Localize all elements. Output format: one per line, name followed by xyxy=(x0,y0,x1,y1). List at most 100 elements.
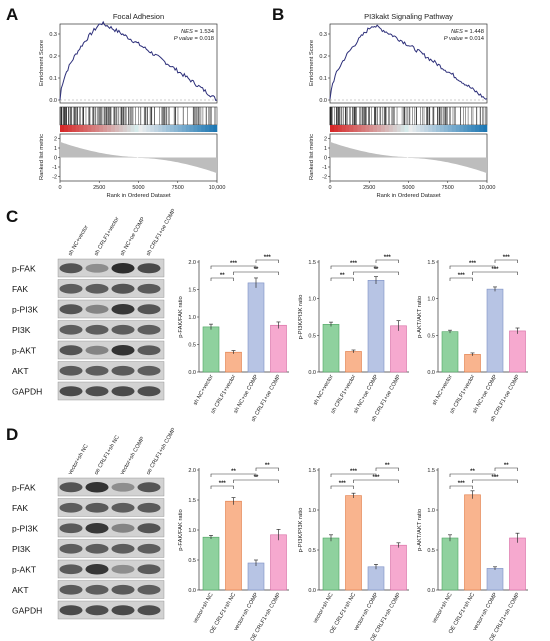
blot-band xyxy=(137,386,161,397)
sig-label: ** xyxy=(470,469,475,475)
rank-tick-label: -2 xyxy=(322,175,327,181)
rank-color-segment xyxy=(341,125,346,132)
sig-label: *** xyxy=(491,267,499,273)
bar xyxy=(270,324,287,373)
bar xyxy=(441,331,459,373)
sig-bracket xyxy=(233,479,279,483)
category-label: sh CRLF1+vector xyxy=(449,374,476,415)
rank-color-segment xyxy=(408,125,413,132)
rank-color-segment xyxy=(337,125,343,132)
sig-label: *** xyxy=(230,261,238,267)
blot-row-label: PI3K xyxy=(12,544,31,554)
sig-bracket xyxy=(255,467,279,471)
blot-strip xyxy=(57,320,165,339)
gsea-title: Focal Adhesion xyxy=(113,12,164,21)
rank-color-segment xyxy=(365,125,370,132)
rank-color-segment xyxy=(420,125,425,132)
sig-label: *** xyxy=(469,261,477,267)
blot-row-label: p-PI3K xyxy=(12,304,38,314)
rank-color-segment xyxy=(138,125,143,132)
x-tick-label: 0 xyxy=(58,185,61,191)
rank-color-segment xyxy=(412,125,417,132)
gsea-xlabel: Rank in Ordered Dataset xyxy=(106,193,171,199)
rank-color-segment xyxy=(83,125,88,132)
blot-band xyxy=(59,564,83,575)
sig-label: *** xyxy=(491,475,499,481)
rank-ylabel: Ranked list metric xyxy=(39,134,45,180)
rank-color-segment xyxy=(99,125,104,132)
rank-color-segment xyxy=(71,125,76,132)
nes-value: NES = 1.534 xyxy=(181,29,215,35)
sig-bracket xyxy=(472,271,518,275)
rank-color-segment xyxy=(107,125,112,132)
rank-color-segment xyxy=(122,125,128,132)
blot-band xyxy=(111,523,135,533)
lane-label: sh CRLF1+oe COMP xyxy=(146,208,178,257)
rank-ylabel: Ranked list metric xyxy=(309,134,315,180)
rank-color-segment xyxy=(459,125,464,132)
blot-band xyxy=(111,344,135,356)
blot-strip xyxy=(57,279,165,298)
blot-band xyxy=(59,324,83,335)
blot-row-label: AKT xyxy=(12,585,29,595)
rank-color-segment xyxy=(467,125,472,132)
sig-bracket xyxy=(330,265,377,269)
bar xyxy=(247,562,265,591)
sig-label: ** xyxy=(231,469,236,475)
rank-color-segment xyxy=(349,125,354,132)
blot-row-label: GAPDH xyxy=(12,605,42,615)
rank-color-segment xyxy=(177,125,182,132)
blot-band xyxy=(111,543,135,554)
es-tick-label: 0.1 xyxy=(319,76,327,82)
rank-color-segment xyxy=(91,125,96,132)
lane-label: sh NC+oe COMP xyxy=(120,216,147,257)
rank-color-segment xyxy=(377,125,382,132)
blot-band xyxy=(85,345,109,355)
blot-row-label: p-AKT xyxy=(12,345,36,355)
y-axis-label: p-FAK/FAK ratio xyxy=(178,296,184,338)
rank-color-segment xyxy=(439,125,445,132)
es-curve xyxy=(59,20,218,102)
es-tick-label: 0.3 xyxy=(49,32,57,38)
rank-color-segment xyxy=(392,125,398,132)
sig-label: ** xyxy=(220,273,225,279)
rank-color-segment xyxy=(447,125,452,132)
es-tick-label: 0.0 xyxy=(319,98,327,104)
es-tick-label: 0.0 xyxy=(49,98,57,104)
es-ylabel: Enrichment Score xyxy=(39,40,45,86)
es-tick-label: 0.2 xyxy=(49,54,57,60)
category-label: sh CRLF1+vector xyxy=(330,374,357,415)
y-tick-label: 0.5 xyxy=(427,333,435,339)
rank-color-segment xyxy=(416,125,421,132)
blot-band xyxy=(137,523,161,534)
rank-color-segment xyxy=(150,125,155,132)
es-plot-frame xyxy=(59,23,218,104)
sig-label: *** xyxy=(219,481,227,487)
y-tick-label: 1.5 xyxy=(427,468,435,474)
blot-band xyxy=(59,283,83,294)
rank-color-segment xyxy=(388,125,394,132)
blot-band xyxy=(137,564,161,575)
y-tick-label: 1.0 xyxy=(308,297,316,303)
bar xyxy=(509,330,526,373)
x-tick-label: 0 xyxy=(328,185,331,191)
sig-label: ** xyxy=(265,463,270,469)
rank-metric-area xyxy=(330,141,487,174)
bar xyxy=(202,536,220,591)
x-tick-label: 2500 xyxy=(93,185,105,191)
blot-band xyxy=(59,543,83,554)
y-tick-label: 2.0 xyxy=(188,260,196,266)
sig-label: *** xyxy=(503,255,511,261)
sig-bracket xyxy=(353,271,399,275)
blot-band xyxy=(59,365,83,376)
rank-color-segment xyxy=(432,125,437,132)
rank-tick-label: 2 xyxy=(324,137,327,143)
rank-color-segment xyxy=(142,125,147,132)
panel-letter-a: A xyxy=(6,5,18,24)
sig-bracket xyxy=(449,265,496,269)
blot-row-label: p-FAK xyxy=(12,263,36,273)
sig-label: *** xyxy=(339,481,347,487)
lane-label: sh CRLF1+vector xyxy=(94,216,121,257)
